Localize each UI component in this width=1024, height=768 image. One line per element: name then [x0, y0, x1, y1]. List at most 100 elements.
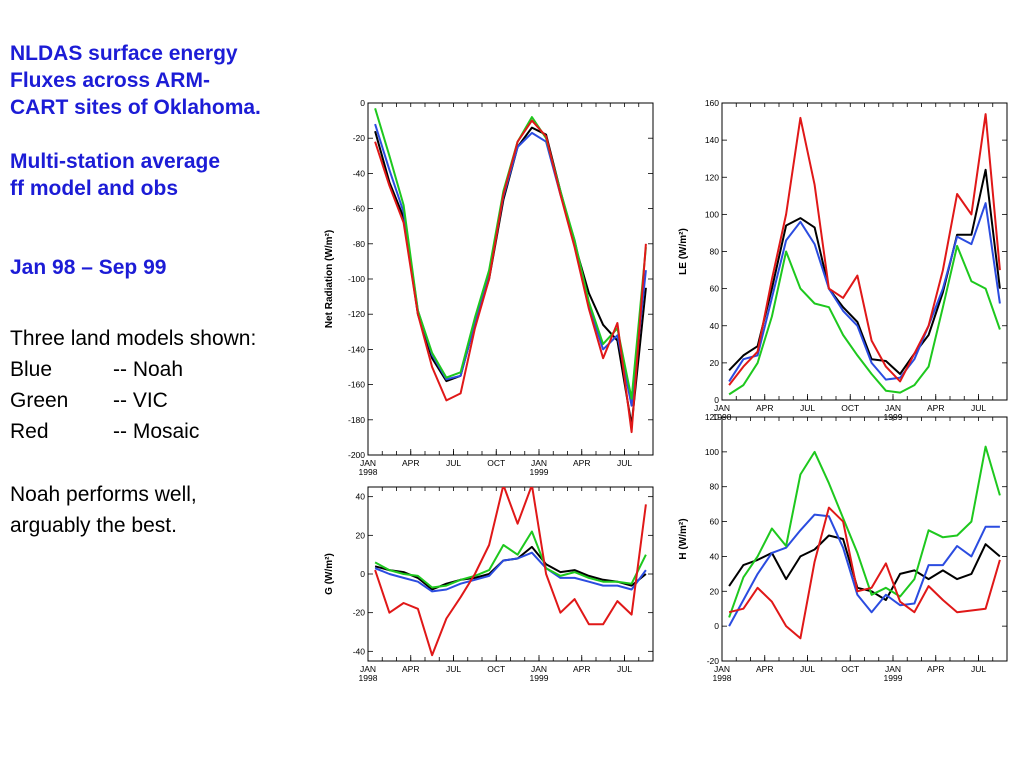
y-tick-label: -160	[348, 380, 365, 390]
note-block: Noah performs well, arguably the best.	[10, 479, 197, 541]
x-tick-label: 1999	[884, 673, 903, 683]
x-tick-label: APR	[573, 664, 590, 674]
series-line	[374, 545, 647, 591]
x-tick-label: JAN	[360, 458, 376, 468]
y-tick-label: 60	[710, 284, 720, 294]
model-name: -- Mosaic	[113, 420, 200, 443]
title-line: Fluxes across ARM-	[10, 69, 210, 92]
x-tick-label: 1998	[713, 673, 732, 683]
x-tick-label: 1998	[359, 467, 378, 477]
y-tick-label: 40	[710, 551, 720, 561]
y-tick-label: -100	[348, 274, 365, 284]
title-block: NLDAS surface energy Fluxes across ARM- …	[10, 40, 310, 202]
y-tick-label: -140	[348, 344, 365, 354]
y-tick-label: 160	[705, 98, 719, 108]
y-tick-label: 100	[705, 447, 719, 457]
y-axis-title: Net Radiation (W/m²)	[324, 230, 335, 328]
x-tick-label: JUL	[617, 458, 632, 468]
x-tick-label: 1999	[530, 673, 549, 683]
model-name: -- Noah	[113, 358, 184, 381]
x-tick-label: APR	[573, 458, 590, 468]
x-tick-label: JUL	[446, 664, 461, 674]
plot-frame	[367, 102, 654, 456]
x-tick-label: JUL	[617, 664, 632, 674]
series-line	[374, 551, 647, 593]
x-tick-label: OCT	[841, 664, 859, 674]
y-tick-label: 0	[714, 621, 719, 631]
y-tick-label: 100	[705, 209, 719, 219]
note-line: arguably the best.	[10, 514, 177, 537]
y-tick-label: -120	[348, 309, 365, 319]
series-line	[374, 487, 647, 657]
x-tick-label: JAN	[714, 664, 730, 674]
x-tick-label: APR	[756, 403, 773, 413]
model-name: -- VIC	[113, 389, 168, 412]
y-tick-label: -200	[348, 450, 365, 460]
models-legend: Three land models shown: Blue -- Noah Gre…	[10, 323, 256, 447]
x-tick-label: JUL	[971, 403, 986, 413]
y-tick-label: -20	[353, 133, 366, 143]
models-header: Three land models shown:	[10, 327, 257, 350]
y-tick-label: 80	[710, 247, 720, 257]
y-tick-label: 140	[705, 135, 719, 145]
series-line	[728, 445, 1001, 618]
y-tick-label: 120	[705, 412, 719, 422]
series-line	[728, 202, 1001, 382]
model-color: Green	[10, 389, 69, 412]
x-tick-label: JAN	[714, 403, 730, 413]
model-row: Blue -- Noah	[10, 354, 256, 385]
model-row: Green -- VIC	[10, 385, 256, 416]
plot-frame	[721, 102, 1008, 401]
y-tick-label: -180	[348, 415, 365, 425]
y-tick-label: -80	[353, 239, 366, 249]
series-line	[728, 506, 1001, 640]
y-tick-label: 0	[360, 98, 365, 108]
y-tick-label: 20	[710, 586, 720, 596]
x-tick-label: APR	[927, 664, 944, 674]
title-line: CART sites of Oklahoma.	[10, 96, 261, 119]
y-axis-title: G (W/m²)	[324, 553, 335, 595]
time-period: Jan 98 – Sep 99	[10, 256, 167, 279]
series-line	[728, 513, 1000, 627]
x-tick-label: APR	[402, 664, 419, 674]
y-tick-label: -40	[353, 646, 366, 656]
x-tick-label: JUL	[800, 403, 815, 413]
y-tick-label: 0	[360, 569, 365, 579]
y-axis-title: LE (W/m²)	[678, 228, 689, 275]
y-tick-label: -60	[353, 204, 366, 214]
note-line: Noah performs well,	[10, 483, 197, 506]
model-color: Blue	[10, 358, 53, 381]
x-tick-label: APR	[402, 458, 419, 468]
series-line	[374, 530, 647, 589]
y-tick-label: 120	[705, 172, 719, 182]
y-tick-label: 80	[710, 482, 720, 492]
x-tick-label: 1999	[530, 467, 549, 477]
model-row: Red -- Mosaic	[10, 416, 256, 447]
x-tick-label: JUL	[800, 664, 815, 674]
y-tick-label: 0	[714, 395, 719, 405]
x-tick-label: JUL	[971, 664, 986, 674]
y-tick-label: 20	[356, 530, 366, 540]
series-line	[374, 119, 647, 434]
title-line: Multi-station average	[10, 150, 221, 173]
x-tick-label: JAN	[885, 403, 901, 413]
model-color: Red	[10, 420, 49, 443]
x-tick-label: JAN	[531, 458, 547, 468]
x-tick-label: JAN	[531, 664, 547, 674]
y-tick-label: 40	[710, 321, 720, 331]
x-tick-label: JAN	[360, 664, 376, 674]
x-tick-label: JAN	[885, 664, 901, 674]
x-tick-label: APR	[927, 403, 944, 413]
y-tick-label: 40	[356, 492, 366, 502]
y-tick-label: -20	[353, 608, 366, 618]
x-tick-label: OCT	[487, 458, 505, 468]
x-tick-label: JUL	[446, 458, 461, 468]
x-tick-label: OCT	[841, 403, 859, 413]
y-tick-label: 60	[710, 517, 720, 527]
series-line	[728, 244, 1001, 396]
title-line: ff model and obs	[10, 177, 178, 200]
